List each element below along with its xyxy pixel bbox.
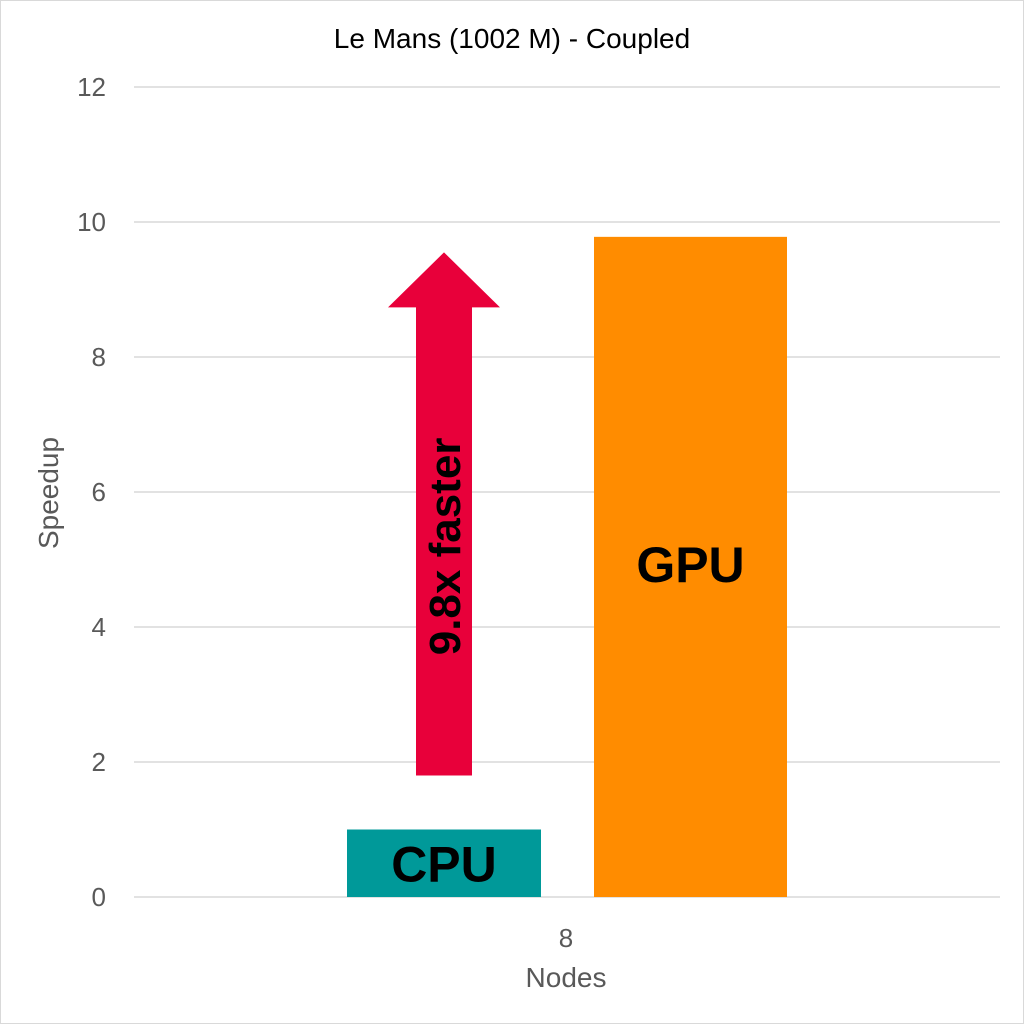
bar-label-gpu: GPU [636,537,744,593]
y-axis-label: Speedup [33,437,64,549]
speedup-annotation-label: 9.8x faster [421,438,470,656]
speedup-arrow [388,252,500,776]
y-tick-label: 10 [77,207,106,237]
gridlines [134,86,1000,898]
y-axis-ticks: 0 2 4 6 8 10 12 [77,72,106,912]
y-tick-label: 2 [92,747,106,777]
bar-label-cpu: CPU [391,836,497,892]
y-tick-label: 0 [92,882,106,912]
chart-title: Le Mans (1002 M) - Coupled [334,23,690,54]
bars: CPU GPU [347,236,787,898]
y-tick-label: 12 [77,72,106,102]
y-tick-label: 6 [92,477,106,507]
x-tick-label: 8 [559,923,573,953]
y-tick-label: 4 [92,612,106,642]
speedup-arrow-group: 9.8x faster [388,252,500,776]
bar-gpu [594,236,787,898]
y-tick-label: 8 [92,342,106,372]
bar-cpu [347,829,541,897]
x-axis-label: Nodes [526,962,607,993]
